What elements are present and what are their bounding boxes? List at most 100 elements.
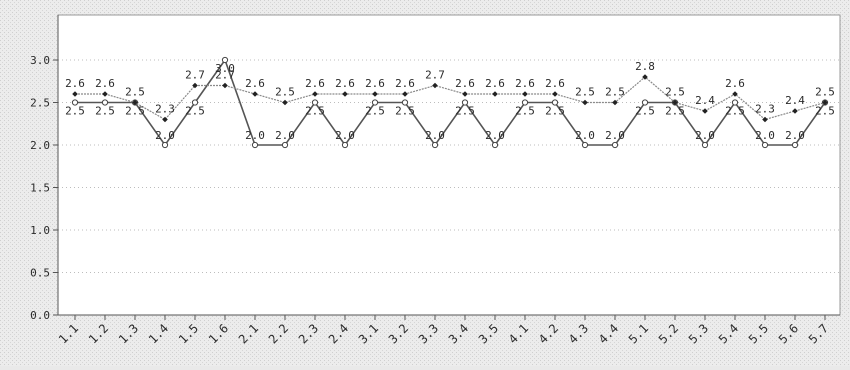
data-point-a: [221, 56, 229, 64]
data-point-a: [101, 99, 109, 106]
data-point-a: [791, 141, 799, 149]
data-label-b: 2.3: [755, 103, 775, 116]
data-point-a: [371, 99, 379, 106]
y-tick-label: 2.5: [30, 97, 50, 110]
series-line-a: [75, 58, 826, 147]
data-label-a: 2.0: [485, 129, 505, 142]
data-point-b: [672, 99, 678, 106]
data-label-a: 2.5: [185, 105, 205, 118]
data-label-a: 2.0: [245, 129, 265, 142]
y-tick-label: 3.0: [30, 54, 50, 67]
data-label-a: 2.5: [815, 105, 835, 118]
data-label-a: 2.0: [755, 129, 775, 142]
data-label-a: 3.0: [215, 62, 235, 75]
data-point-a: [731, 99, 739, 106]
data-label-b: 2.6: [245, 77, 265, 90]
data-label-a: 2.5: [395, 105, 415, 118]
data-label-a: 2.0: [605, 129, 625, 142]
data-point-b: [762, 116, 768, 123]
data-label-b: 2.5: [575, 86, 595, 99]
data-point-b: [792, 108, 798, 114]
data-label-b: 2.6: [485, 77, 505, 90]
data-point-a: [341, 141, 349, 149]
data-point-a: [281, 141, 289, 149]
data-label-a: 2.0: [425, 129, 445, 142]
data-point-b: [342, 91, 348, 97]
data-point-a: [191, 99, 199, 106]
data-point-b: [222, 82, 228, 89]
data-point-a: [461, 99, 469, 106]
data-label-b: 2.6: [455, 77, 475, 90]
data-point-a: [641, 99, 649, 106]
data-label-b: 2.4: [695, 94, 715, 107]
data-label-a: 2.0: [155, 129, 175, 142]
data-point-a: [701, 141, 709, 149]
data-label-b: 2.7: [185, 69, 205, 82]
data-label-b: 2.7: [215, 69, 235, 82]
data-label-b: 2.6: [65, 77, 85, 90]
data-point-b: [72, 91, 78, 97]
data-label-b: 2.7: [425, 69, 445, 82]
data-point-b: [282, 99, 288, 106]
data-label-b: 2.6: [725, 77, 745, 90]
data-point-b: [582, 99, 588, 106]
data-label-b: 2.4: [785, 94, 805, 107]
data-point-b: [612, 99, 618, 106]
data-point-b: [522, 91, 528, 97]
data-point-b: [702, 108, 708, 114]
data-point-b: [312, 91, 318, 97]
data-label-b: 2.5: [275, 86, 295, 99]
data-label-b: 2.6: [545, 77, 565, 90]
data-label-a: 2.5: [305, 105, 325, 118]
data-label-a: 2.0: [785, 129, 805, 142]
data-label-a: 2.0: [335, 129, 355, 142]
data-label-b: 2.6: [305, 77, 325, 90]
data-label-a: 2.5: [665, 105, 685, 118]
data-label-b: 2.6: [365, 77, 385, 90]
data-label-b: 2.5: [125, 86, 145, 99]
data-point-a: [431, 141, 439, 149]
data-point-b: [372, 91, 378, 97]
data-point-b: [462, 91, 468, 97]
series-line-b: [75, 76, 826, 121]
data-point-a: [71, 99, 79, 106]
data-point-a: [551, 99, 559, 106]
y-tick-label: 1.0: [30, 224, 50, 237]
data-point-a: [761, 141, 769, 149]
data-point-a: [491, 141, 499, 149]
data-label-a: 2.0: [575, 129, 595, 142]
data-point-b: [432, 82, 438, 89]
y-tick-label: 0.5: [30, 267, 50, 280]
data-point-b: [732, 91, 738, 97]
data-label-b: 2.5: [605, 86, 625, 99]
data-point-b: [162, 116, 168, 123]
data-label-a: 2.5: [515, 105, 535, 118]
data-point-a: [401, 99, 409, 106]
data-point-b: [102, 91, 108, 97]
data-point-b: [642, 74, 648, 80]
y-tick-label: 0.0: [30, 309, 50, 322]
data-point-a: [521, 99, 529, 106]
data-point-b: [822, 99, 828, 106]
data-label-b: 2.6: [335, 77, 355, 90]
data-label-a: 2.5: [725, 105, 745, 118]
data-label-b: 2.6: [515, 77, 535, 90]
data-label-b: 2.6: [95, 77, 115, 90]
data-label-a: 2.5: [545, 105, 565, 118]
data-point-a: [611, 141, 619, 149]
data-point-a: [581, 141, 589, 149]
data-label-b: 2.3: [155, 103, 175, 116]
y-tick-label: 2.0: [30, 139, 50, 152]
data-point-a: [161, 141, 169, 149]
data-point-a: [251, 141, 259, 149]
data-point-a: [311, 99, 319, 106]
data-label-a: 2.5: [635, 105, 655, 118]
data-label-a: 2.0: [275, 129, 295, 142]
data-label-b: 2.6: [395, 77, 415, 90]
data-point-b: [252, 91, 258, 97]
plot-area: [57, 14, 841, 316]
data-label-a: 2.5: [365, 105, 385, 118]
data-label-b: 2.5: [815, 86, 835, 99]
data-label-a: 2.0: [695, 129, 715, 142]
